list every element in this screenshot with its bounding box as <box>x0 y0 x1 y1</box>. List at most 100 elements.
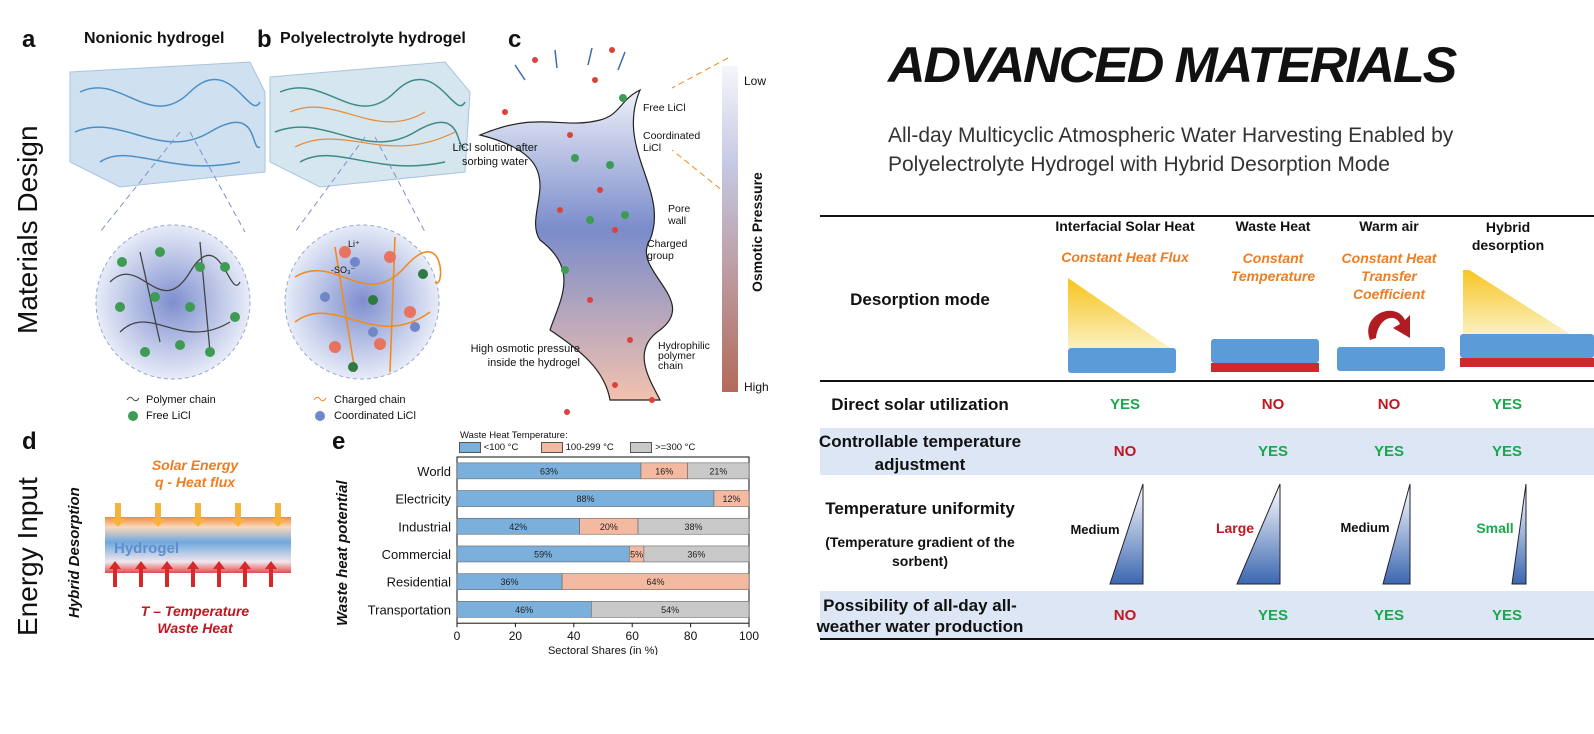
panel-d-letter: d <box>22 428 37 455</box>
row-label-desorption-mode: Desorption mode <box>850 290 990 309</box>
data-label-world-1: 63% <box>540 466 558 476</box>
solar-energy-label: Solar Energy <box>151 457 239 473</box>
hydrogel-label: Hydrogel <box>114 540 180 557</box>
waste-heat-bar-chart: 63% 16% 21% World 88% 12% Electricity 42% 20% 38%… <box>368 456 759 655</box>
licl-solution-label: LiCl solution after sorbing water <box>452 142 538 168</box>
data-label-residential-1: 36% <box>501 577 519 587</box>
chart-legend-title: Waste Heat Temperature: <box>460 430 568 441</box>
legend-label-2: 100-299 °C <box>565 442 614 454</box>
all-day-value-1: NO <box>1113 607 1137 624</box>
paper-title-line-1: All-day Multicyclic Atmospheric Water Ha… <box>888 124 1454 147</box>
data-label-transportation-1: 46% <box>515 605 533 615</box>
free-licl-label: Free LiCl <box>643 102 686 114</box>
uniformity-value-3: Medium <box>1340 520 1390 535</box>
category-label-industrial: Industrial <box>398 519 451 534</box>
direct-solar-value-4: YES <box>1491 396 1522 413</box>
column-header-solar: Interfacial Solar Heat <box>1055 218 1195 234</box>
x-tick-label-80: 80 <box>684 629 698 643</box>
direct-solar-value-1: YES <box>1109 396 1140 413</box>
desorption-mode-icons <box>1068 270 1594 373</box>
osmotic-scale-bar <box>722 66 738 392</box>
waste-heat-label: Waste Heat <box>157 620 233 636</box>
polyelectrolyte-hydrogel-illustration <box>269 61 471 380</box>
heat-flux-label: q - Heat flux <box>154 474 236 490</box>
mode-constant-temperature: Constant Temperature <box>1230 250 1316 284</box>
bar-commercial-series-3 <box>643 545 750 563</box>
data-label-residential-2: 64% <box>647 577 665 587</box>
row-label-all-day: Possibility of all-day all-weather water… <box>816 596 1024 636</box>
uniformity-value-2: Large <box>1215 520 1255 536</box>
all-day-value-4: YES <box>1491 607 1522 624</box>
osmotic-high-label: High <box>744 380 769 394</box>
panel-a-letter: a <box>22 26 36 53</box>
x-tick-label-40: 40 <box>567 629 581 643</box>
panel-b-letter: b <box>257 26 272 53</box>
legend-free-licl: Free LiCl <box>146 410 191 422</box>
table-top-rule <box>820 215 1594 217</box>
bar-electricity-series-2 <box>713 490 750 507</box>
controllable-value-1: NO <box>1113 443 1137 460</box>
x-tick-label-20: 20 <box>509 629 523 643</box>
temperature-label: T – Temperature <box>140 603 250 619</box>
bar-residential-series-2 <box>561 573 750 590</box>
column-header-waste: Waste Heat <box>1235 218 1311 234</box>
panel-a-title: Nonionic hydrogel <box>84 30 225 47</box>
journal-logo: ADVANCED MATERIALS <box>888 37 1457 93</box>
mode-constant-heat-flux: Constant Heat Flux <box>1061 249 1189 265</box>
column-header-warm-air: Warm air <box>1359 218 1419 234</box>
nonionic-hydrogel-illustration <box>69 61 266 380</box>
osmotic-pressure-title: Osmotic Pressure <box>749 172 765 292</box>
coordinated-licl-label: Coordinated LiCl <box>643 130 701 154</box>
data-label-electricity-1: 88% <box>576 494 594 504</box>
hybrid-desorption-diagram <box>105 503 291 587</box>
legend-swatch-2 <box>540 442 563 453</box>
table-bottom-rule <box>820 638 1594 640</box>
category-label-world: World <box>417 464 451 479</box>
table-mid-rule <box>820 380 1594 382</box>
osmotic-low-label: Low <box>744 74 767 88</box>
chart-plot-frame <box>456 456 750 624</box>
category-label-transportation: Transportation <box>368 602 451 617</box>
panel-b-title: Polyelectrolyte hydrogel <box>280 30 466 47</box>
polymer-chain-legend-icon <box>126 396 140 402</box>
row-bg-controllable <box>820 428 1594 475</box>
controllable-value-2: YES <box>1257 443 1288 460</box>
mode-constant-htc: Constant Heat Transfer Coefficient <box>1341 250 1437 302</box>
category-label-residential: Residential <box>387 575 451 590</box>
legend-label-3: >=300 °C <box>655 442 696 454</box>
legend-label-1: <100 °C <box>483 442 519 454</box>
hybrid-desorption-label: Hybrid Desorption <box>66 487 83 618</box>
all-day-value-3: YES <box>1373 607 1404 624</box>
data-label-world-3: 21% <box>709 466 727 476</box>
free-licl-legend-icon <box>128 411 138 421</box>
data-label-electricity-2: 12% <box>722 494 740 504</box>
uniformity-value-4: Small <box>1476 520 1514 536</box>
controllable-value-4: YES <box>1491 443 1522 460</box>
charged-group-label: Charged group <box>647 238 688 262</box>
controllable-value-3: YES <box>1373 443 1404 460</box>
chart-legend: <100 °C 100-299 °C >=300 °C <box>459 442 695 453</box>
data-label-commercial-2: 5% <box>630 549 643 559</box>
data-label-commercial-1: 59% <box>534 549 552 559</box>
high-osmotic-label: High osmotic pressure inside the hydroge… <box>470 343 580 369</box>
paper-title-line-2: Polyelectrolyte Hydrogel with Hybrid Des… <box>888 153 1390 176</box>
bar-industrial-series-3 <box>637 517 750 535</box>
panel-e-letter: e <box>332 428 346 455</box>
legend-charged-chain: Charged chain <box>334 394 406 406</box>
bar-world-series-3 <box>687 462 750 480</box>
x-tick-label-0: 0 <box>454 629 461 643</box>
legend-swatch-1 <box>459 442 481 453</box>
legend-coordinated-licl: Coordinated LiCl <box>334 410 416 422</box>
li-ion-label: Li⁺ <box>348 239 360 249</box>
all-day-value-2: YES <box>1257 607 1288 624</box>
so3-label: -SO₃⁻ <box>331 265 356 275</box>
bar-transportation-series-3 <box>591 601 750 618</box>
gradient-wedges <box>1109 483 1527 585</box>
x-tick-label-60: 60 <box>626 629 640 643</box>
data-label-commercial-3: 36% <box>687 549 705 559</box>
data-label-industrial-3: 38% <box>685 522 703 532</box>
legend-swatch-3 <box>630 442 653 453</box>
panel-c-letter: c <box>508 26 522 53</box>
direct-solar-value-2: NO <box>1261 396 1285 413</box>
legend-polymer-chain: Polymer chain <box>146 394 216 406</box>
